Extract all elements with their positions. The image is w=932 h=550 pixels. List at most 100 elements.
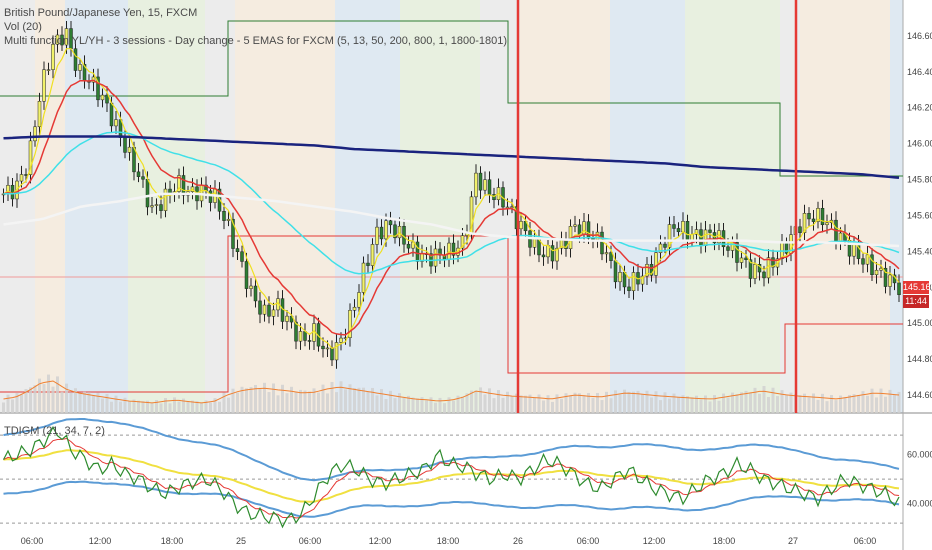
volume-bar — [402, 397, 406, 413]
time-tick-label: 12:00 — [89, 536, 112, 546]
candle-body — [672, 224, 676, 229]
volume-bar — [753, 387, 757, 413]
volume-bar — [771, 387, 775, 413]
candle-body — [105, 94, 109, 104]
volume-bar — [848, 394, 851, 413]
volume-bar — [636, 390, 640, 413]
volume-bar — [290, 386, 293, 413]
volume-bar — [42, 384, 46, 413]
candle-body — [798, 226, 802, 234]
osc-lower-band — [3, 480, 900, 518]
volume-bar — [569, 395, 572, 413]
volume-bar — [348, 384, 352, 413]
time-tick-label: 06:00 — [299, 536, 322, 546]
volume-bar — [807, 397, 811, 413]
volume-bar — [177, 401, 181, 413]
volume-bar — [303, 390, 307, 413]
candle-body — [460, 235, 465, 249]
volume-bar — [884, 396, 887, 413]
volume-bar — [596, 392, 599, 413]
volume-bar — [555, 394, 559, 413]
candle-body — [262, 304, 267, 315]
candle-body — [816, 208, 820, 222]
osc-mid-line — [3, 449, 900, 503]
volume-bar — [344, 389, 347, 413]
candle-body — [64, 28, 69, 46]
chart-title: British Pound/Japanese Yen, 15, FXCM — [4, 7, 198, 19]
volume-bar — [537, 394, 541, 413]
volume-bar — [191, 400, 194, 413]
volume-bar — [839, 395, 842, 413]
volume-bar — [96, 392, 100, 413]
session-band — [610, 0, 685, 413]
volume-bar — [182, 398, 185, 413]
volume-bar — [816, 399, 820, 413]
volume-bar — [789, 392, 793, 413]
candle-body — [541, 254, 546, 258]
volume-bar — [87, 392, 91, 413]
volume-bar — [627, 391, 631, 413]
volume-bar — [812, 393, 815, 413]
candle-body — [231, 218, 235, 249]
time-tick-label: 18:00 — [437, 536, 460, 546]
candle-body — [762, 271, 766, 279]
candle-body — [645, 264, 649, 277]
volume-bar — [708, 401, 712, 413]
volume-bar — [33, 385, 37, 413]
candle-body — [397, 226, 402, 239]
candle-body — [325, 347, 330, 350]
candle-body — [667, 224, 672, 248]
osc-tick-label: 40.0000 — [907, 499, 932, 509]
candle-body — [744, 257, 748, 260]
candle-body — [357, 292, 361, 308]
candle-body — [451, 242, 456, 256]
volume-bar — [609, 398, 613, 413]
candle-body — [181, 175, 186, 196]
candle-body — [42, 69, 46, 102]
candle-body — [766, 257, 771, 279]
indicator-volume-label: Vol (20) — [4, 21, 42, 33]
candle-body — [114, 119, 118, 127]
candle-body — [627, 286, 631, 292]
day-level-line — [0, 20, 903, 177]
volume-bar — [614, 390, 617, 413]
candle-body — [753, 264, 757, 279]
volume-bar — [339, 381, 343, 413]
candle-body — [712, 232, 717, 244]
volume-bar — [236, 392, 239, 413]
volume-bar — [735, 394, 739, 413]
volume-bar — [285, 393, 289, 413]
volume-bar — [650, 397, 653, 413]
session-band — [520, 0, 610, 413]
volume-bar — [128, 401, 131, 413]
candle-body — [865, 254, 870, 265]
volume-bar — [821, 393, 824, 413]
volume-bar — [461, 396, 464, 413]
candle-body — [285, 315, 289, 322]
ema-50-line — [3, 131, 900, 275]
volume-bar — [857, 395, 860, 413]
volume-bar — [294, 391, 298, 413]
candle-body — [577, 224, 582, 235]
candle-body — [870, 254, 874, 275]
volume-bar — [74, 388, 77, 413]
volume-bar — [866, 395, 869, 413]
candle-body — [24, 174, 28, 176]
candle-body — [379, 226, 384, 240]
candle-body — [51, 44, 55, 70]
candle-body — [127, 146, 132, 153]
volume-bar — [767, 396, 770, 413]
candle-body — [685, 221, 690, 241]
volume-bar — [155, 400, 158, 413]
price-tick-label: 145.400 — [907, 246, 932, 256]
ema-5-line — [3, 48, 900, 350]
candle-body — [60, 34, 64, 46]
volume-bar — [375, 395, 379, 413]
volume-bar — [357, 387, 361, 413]
volume-bar — [119, 401, 122, 413]
volume-bar — [335, 392, 338, 413]
candle-body — [145, 178, 150, 208]
candle-body — [573, 224, 577, 227]
ema-800-line — [3, 192, 900, 248]
